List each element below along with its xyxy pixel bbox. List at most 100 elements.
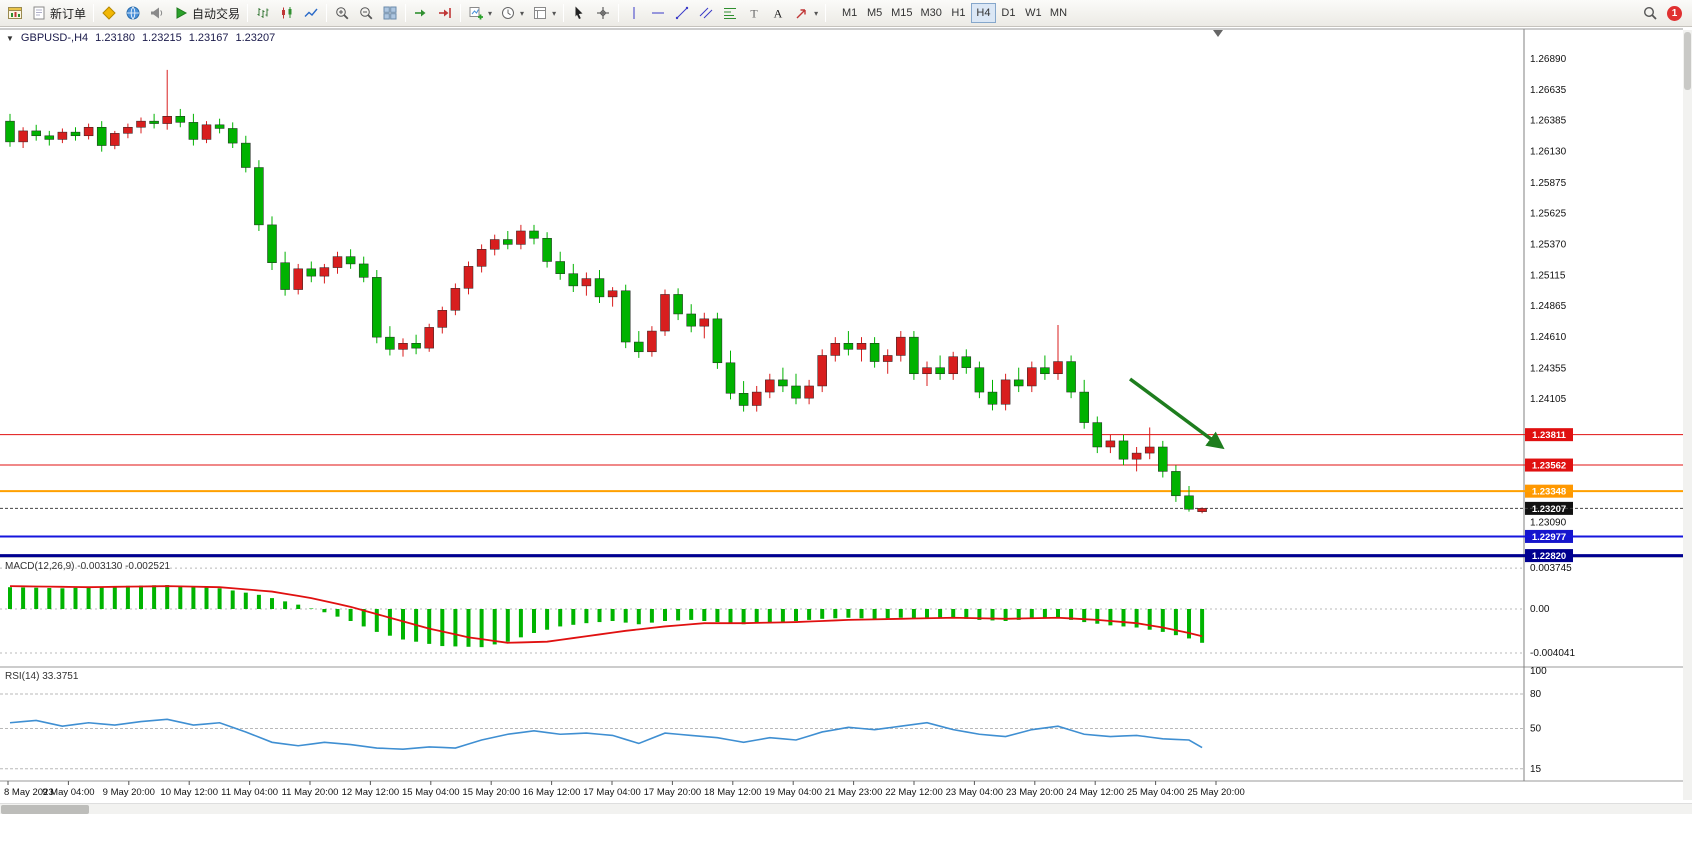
- vertical-scrollbar-thumb[interactable]: [1684, 32, 1691, 90]
- mql5-market-button[interactable]: [97, 2, 121, 24]
- notification-badge[interactable]: 1: [1667, 5, 1682, 21]
- svg-text:1.23207: 1.23207: [1532, 504, 1566, 515]
- collapse-arrow-icon[interactable]: ▼: [6, 33, 14, 43]
- rsi-pane: [9, 718, 1203, 751]
- svg-text:24 May 12:00: 24 May 12:00: [1066, 787, 1124, 798]
- ohlc-high: 1.23215: [141, 32, 182, 44]
- shapes-tool-button[interactable]: T: [742, 2, 766, 24]
- svg-text:1.24865: 1.24865: [1530, 301, 1567, 312]
- play-icon: [173, 5, 189, 21]
- horizontal-line-tool-button[interactable]: [646, 2, 670, 24]
- vline-icon: [626, 5, 642, 21]
- ohlc-close: 1.23207: [235, 32, 276, 44]
- text-tool-button[interactable]: A: [766, 2, 790, 24]
- new-order-icon: [31, 5, 47, 21]
- timeframe-M15[interactable]: M15: [887, 3, 916, 23]
- svg-text:1.26385: 1.26385: [1530, 116, 1567, 127]
- dropdown-caret-icon[interactable]: ▾: [520, 8, 525, 18]
- svg-text:RSI(14) 33.3751: RSI(14) 33.3751: [5, 671, 79, 682]
- cursor-tool-button[interactable]: [567, 2, 591, 24]
- mql5-community-button[interactable]: [121, 2, 145, 24]
- template-icon: [532, 5, 548, 21]
- trendline-tool-button[interactable]: [670, 2, 694, 24]
- new-chart-button[interactable]: [3, 2, 27, 24]
- auto-scroll-button[interactable]: [409, 2, 433, 24]
- svg-text:8 May 2023: 8 May 2023: [4, 787, 54, 798]
- svg-text:1.23811: 1.23811: [1532, 430, 1567, 441]
- periods-button[interactable]: ▾: [496, 2, 528, 24]
- toolbar-separator: [326, 4, 328, 22]
- timeframe-H1[interactable]: H1: [946, 3, 971, 23]
- tile-windows-button[interactable]: [378, 2, 402, 24]
- svg-text:1.24610: 1.24610: [1530, 332, 1567, 343]
- toolbar: 新订单 自动交易 ▾ ▾ ▾ T A ▾ M1 M5 M15 M30 H1 H4 D1 W1 MN 1: [0, 0, 1692, 27]
- svg-text:0.00: 0.00: [1530, 604, 1550, 615]
- textA-icon: A: [770, 5, 786, 21]
- hline-icon: [650, 5, 666, 21]
- indicators-button[interactable]: ▾: [464, 2, 496, 24]
- line-chart-mode-button[interactable]: [299, 2, 323, 24]
- horizontal-scrollbar-thumb[interactable]: [1, 805, 89, 814]
- price-chart[interactable]: MACD(12,26,9) -0.003130 -0.002521 RSI(14)…: [0, 27, 1692, 817]
- crosshair-tool-button[interactable]: [591, 2, 615, 24]
- horizontal-scrollbar[interactable]: [0, 803, 1692, 814]
- dropdown-caret-icon[interactable]: ▾: [488, 8, 493, 18]
- timeframe-W1[interactable]: W1: [1021, 3, 1046, 23]
- fibonacci-tool-button[interactable]: [718, 2, 742, 24]
- svg-text:15 May 04:00: 15 May 04:00: [402, 787, 460, 798]
- ohlc-open: 1.23180: [95, 32, 135, 44]
- bar-chart-mode-button[interactable]: [251, 2, 275, 24]
- toolbar-separator: [405, 4, 407, 22]
- svg-text:100: 100: [1530, 666, 1547, 677]
- globe-icon: [125, 5, 141, 21]
- autotrading-button[interactable]: 自动交易: [169, 2, 244, 24]
- autotrading-label: 自动交易: [192, 6, 241, 21]
- svg-text:18 May 12:00: 18 May 12:00: [704, 787, 762, 798]
- dropdown-caret-icon[interactable]: ▾: [814, 8, 819, 18]
- candles-icon: [279, 5, 295, 21]
- diamond-icon: [101, 5, 117, 21]
- timeframe-M5[interactable]: M5: [862, 3, 887, 23]
- vertical-scrollbar[interactable]: [1683, 30, 1692, 800]
- textT-icon: T: [746, 5, 762, 21]
- zoom-in-icon: [334, 5, 350, 21]
- price-levels-layer[interactable]: [0, 434, 1683, 558]
- chart-shift-button[interactable]: [433, 2, 457, 24]
- vertical-line-tool-button[interactable]: [622, 2, 646, 24]
- svg-text:-0.004041: -0.004041: [1530, 648, 1575, 659]
- new-order-label: 新订单: [50, 6, 87, 21]
- megaphone-icon: [149, 5, 165, 21]
- timeframe-H4[interactable]: H4: [970, 3, 996, 23]
- arrows-tool-button[interactable]: ▾: [790, 2, 822, 24]
- svg-text:17 May 20:00: 17 May 20:00: [644, 787, 702, 798]
- svg-text:22 May 12:00: 22 May 12:00: [885, 787, 943, 798]
- candle-chart-mode-button[interactable]: [275, 2, 299, 24]
- timeframe-M1[interactable]: M1: [837, 3, 862, 23]
- zoom-out-button[interactable]: [354, 2, 378, 24]
- timeframe-D1[interactable]: D1: [996, 3, 1021, 23]
- toolbar-right: 1: [1642, 5, 1682, 21]
- templates-button[interactable]: ▾: [528, 2, 560, 24]
- svg-text:1.23562: 1.23562: [1532, 461, 1566, 472]
- timeframe-MN[interactable]: MN: [1046, 3, 1071, 23]
- svg-text:12 May 12:00: 12 May 12:00: [342, 787, 400, 798]
- search-icon[interactable]: [1642, 5, 1658, 21]
- plus-chart-icon: [468, 5, 484, 21]
- dropdown-caret-icon[interactable]: ▾: [552, 8, 557, 18]
- svg-text:21 May 23:00: 21 May 23:00: [825, 787, 883, 798]
- bars-icon: [255, 5, 271, 21]
- channel-tool-button[interactable]: [694, 2, 718, 24]
- toolbar-separator: [460, 4, 462, 22]
- zoom-in-button[interactable]: [330, 2, 354, 24]
- chart-window: MACD(12,26,9) -0.003130 -0.002521 RSI(14)…: [0, 27, 1692, 864]
- svg-text:1.23348: 1.23348: [1532, 487, 1566, 498]
- trend-arrow-annotation[interactable]: [1129, 377, 1225, 450]
- svg-text:15 May 20:00: 15 May 20:00: [462, 787, 520, 798]
- new-order-button[interactable]: 新订单: [27, 2, 90, 24]
- toolbar-separator: [563, 4, 565, 22]
- signals-button[interactable]: [145, 2, 169, 24]
- cursor-icon: [571, 5, 587, 21]
- svg-text:1.24355: 1.24355: [1530, 363, 1567, 374]
- svg-text:1.25115: 1.25115: [1530, 271, 1566, 282]
- timeframe-M30[interactable]: M30: [917, 3, 946, 23]
